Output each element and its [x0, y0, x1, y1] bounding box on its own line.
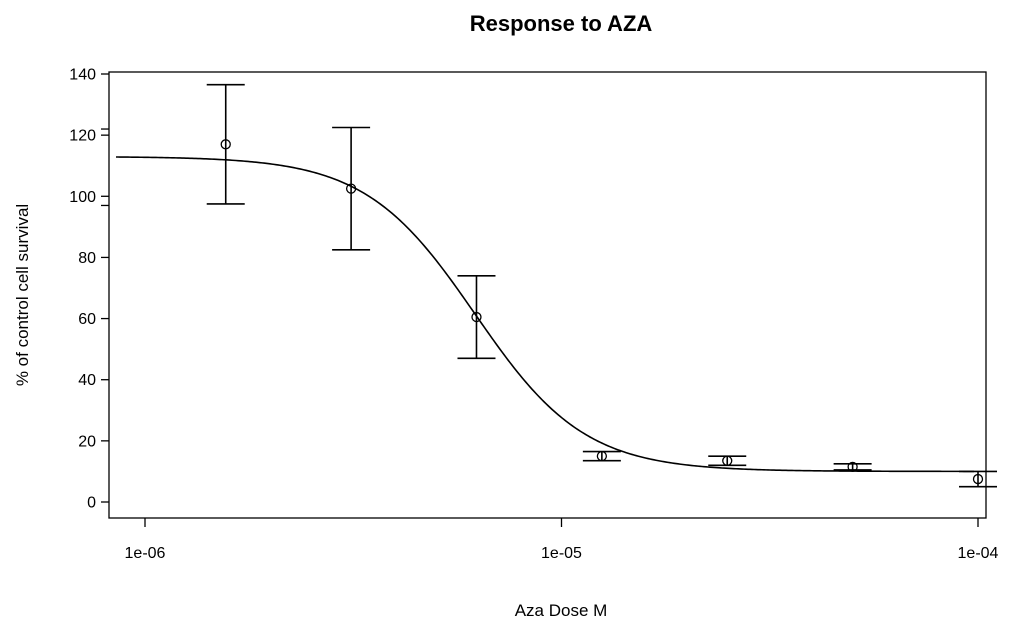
x-axis: 1e-06 1e-05 1e-04 [125, 518, 999, 562]
x-tick-label: 1e-06 [125, 545, 166, 562]
data-point [220, 139, 231, 150]
data-point [345, 183, 357, 194]
data-points [206, 83, 997, 488]
data-point [471, 311, 482, 323]
chart-title: Response to AZA [470, 11, 653, 36]
y-tick-label: 0 [87, 495, 96, 512]
y-tick-label: 80 [78, 250, 96, 267]
left-axis-extra-marks [101, 128, 109, 207]
x-tick-label: 1e-05 [541, 545, 582, 562]
y-tick-label: 100 [69, 189, 96, 206]
fit-curve [115, 156, 974, 473]
y-tick-label: 60 [78, 311, 96, 328]
y-tick-label: 20 [78, 433, 96, 450]
data-point [722, 455, 733, 466]
data-point [972, 473, 984, 485]
y-axis-label: % of control cell survival [13, 204, 32, 386]
y-tick-label: 120 [69, 128, 96, 145]
y-axis: 0 20 40 60 80 100 120 140 [69, 67, 109, 512]
data-point [847, 461, 858, 472]
plot-frame [108, 71, 987, 519]
y-tick-label: 40 [78, 372, 96, 389]
data-point [596, 450, 608, 462]
x-tick-label: 1e-04 [958, 545, 999, 562]
x-axis-label: Aza Dose M [515, 601, 608, 620]
y-tick-label: 140 [69, 67, 96, 84]
